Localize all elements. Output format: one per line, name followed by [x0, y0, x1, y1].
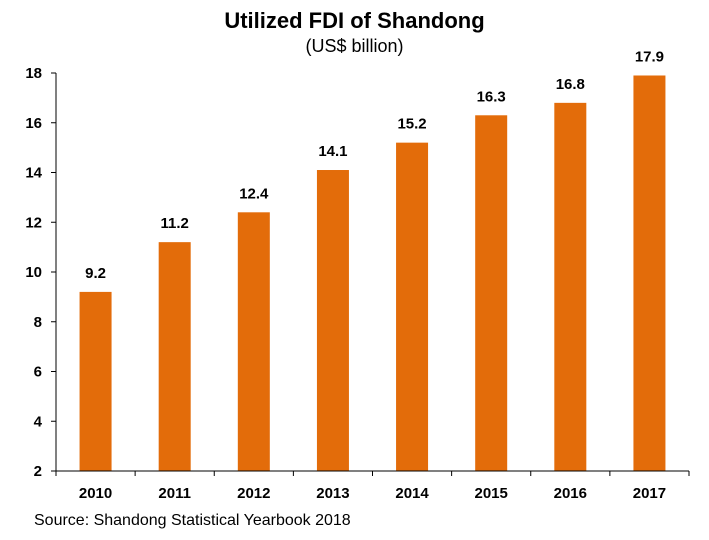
y-tick-label: 10 [25, 264, 42, 281]
bar-2010 [79, 291, 112, 471]
bar-2015 [475, 115, 508, 471]
x-tick-label-2017: 2017 [633, 485, 666, 502]
data-label-2012: 12.4 [239, 185, 269, 202]
data-label-2014: 15.2 [397, 116, 426, 133]
bars [79, 75, 666, 472]
y-tick-label: 2 [34, 463, 42, 480]
bar-2012 [237, 212, 270, 472]
data-label-2011: 11.2 [161, 215, 189, 232]
y-tick-label: 6 [34, 364, 42, 381]
bar-2016 [554, 102, 587, 471]
chart-subtitle: (US$ billion) [305, 36, 404, 56]
y-tick-label: 8 [34, 314, 42, 331]
bar-2014 [396, 142, 429, 471]
data-label-2013: 14.1 [318, 143, 347, 160]
data-label-2016: 16.8 [556, 76, 585, 93]
bar-2011 [158, 242, 191, 471]
data-label-2010: 9.2 [85, 265, 106, 282]
chart-title: Utilized FDI of Shandong [224, 8, 485, 33]
x-axis-ticks: 2010 2011 2012 2013 2014 2015 2016 2017 [55, 471, 690, 502]
x-tick-label-2013: 2013 [316, 485, 349, 502]
data-labels: 9.2 11.2 12.4 14.1 15.2 16.3 16.8 17.9 [85, 48, 664, 281]
y-axis-ticks: 2 4 6 8 10 12 14 16 18 [25, 65, 56, 480]
x-tick-label-2011: 2011 [158, 485, 191, 502]
y-tick-label: 16 [25, 115, 42, 132]
x-tick-label-2014: 2014 [395, 485, 429, 502]
data-label-2015: 16.3 [477, 88, 506, 105]
bar-2013 [316, 170, 349, 471]
data-label-2017: 17.9 [635, 48, 664, 65]
x-tick-label-2016: 2016 [554, 485, 587, 502]
y-tick-label: 18 [25, 65, 42, 82]
source-note: Source: Shandong Statistical Yearbook 20… [34, 512, 351, 529]
y-tick-label: 4 [34, 413, 43, 430]
x-tick-label-2010: 2010 [79, 485, 112, 502]
y-tick-label: 12 [25, 214, 42, 231]
x-tick-label-2015: 2015 [475, 485, 508, 502]
bar-2017 [633, 75, 666, 472]
y-tick-label: 14 [25, 165, 42, 182]
x-tick-label-2012: 2012 [237, 485, 270, 502]
